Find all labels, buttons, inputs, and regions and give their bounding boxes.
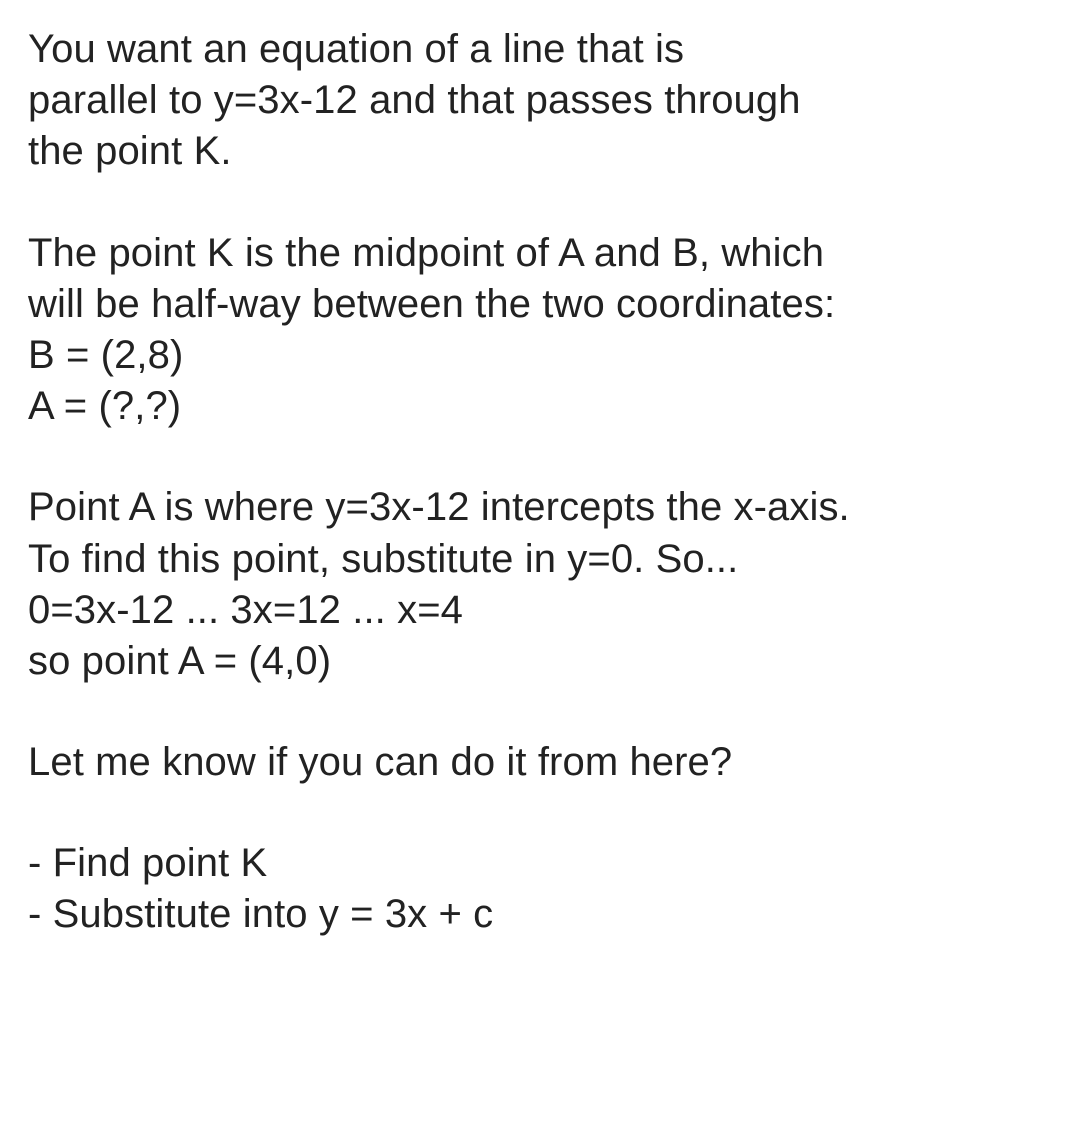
text-line: parallel to y=3x-12 and that passes thro… bbox=[28, 75, 1068, 126]
text-line: the point K. bbox=[28, 126, 1068, 177]
paragraph-steps: - Find point K - Substitute into y = 3x … bbox=[28, 838, 1068, 940]
text-line: You want an equation of a line that is bbox=[28, 24, 1068, 75]
document-body: You want an equation of a line that is p… bbox=[0, 0, 1092, 941]
paragraph-midpoint: The point K is the midpoint of A and B, … bbox=[28, 228, 1068, 433]
text-line: will be half-way between the two coordin… bbox=[28, 279, 1068, 330]
text-line: A = (?,?) bbox=[28, 381, 1068, 432]
paragraph-point-a: Point A is where y=3x-12 intercepts the … bbox=[28, 482, 1068, 687]
text-line: To find this point, substitute in y=0. S… bbox=[28, 534, 1068, 585]
text-line: Let me know if you can do it from here? bbox=[28, 737, 1068, 788]
text-line: 0=3x-12 ... 3x=12 ... x=4 bbox=[28, 585, 1068, 636]
paragraph-intro: You want an equation of a line that is p… bbox=[28, 24, 1068, 178]
text-line: The point K is the midpoint of A and B, … bbox=[28, 228, 1068, 279]
text-line: B = (2,8) bbox=[28, 330, 1068, 381]
list-item: - Substitute into y = 3x + c bbox=[28, 889, 1068, 940]
text-line: so point A = (4,0) bbox=[28, 636, 1068, 687]
paragraph-question: Let me know if you can do it from here? bbox=[28, 737, 1068, 788]
list-item: - Find point K bbox=[28, 838, 1068, 889]
text-line: Point A is where y=3x-12 intercepts the … bbox=[28, 482, 1068, 533]
